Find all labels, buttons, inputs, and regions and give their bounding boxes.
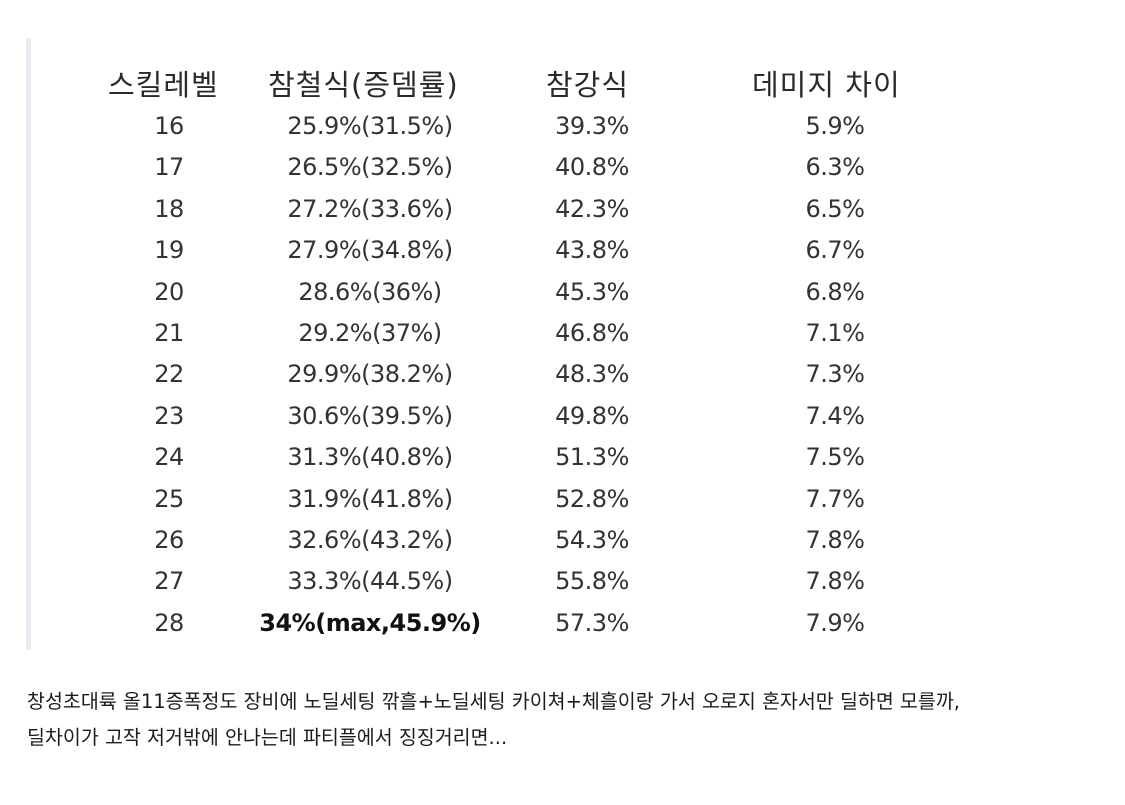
cell-damage-diff: 7.8% (805, 525, 865, 554)
cell-damage-diff: 6.5% (805, 194, 865, 223)
cell-damage-diff: 6.7% (805, 236, 865, 265)
cell-level: 18 (154, 194, 184, 223)
post-caption: 창성초대륙 올11증폭정도 장비에 노딜세팅 깎흘+노딜세팅 카이쳐+체흘이랑 … (27, 684, 1117, 756)
cell-chamgang: 43.8% (555, 236, 629, 265)
table-row: 21 29.2%(37%) 46.8% 7.1% (0, 313, 1000, 354)
cell-damage-diff: 7.8% (805, 567, 865, 596)
cell-level: 16 (154, 112, 184, 140)
table-row: 24 31.3%(40.8%) 51.3% 7.5% (0, 437, 1000, 478)
cell-level: 24 (154, 443, 184, 472)
cell-chamgang: 45.3% (555, 277, 629, 306)
cell-level: 21 (154, 318, 184, 347)
cell-damage-diff: 7.5% (805, 443, 865, 472)
header-chamgang: 참강식 (546, 68, 630, 102)
cell-damage-diff: 7.7% (805, 484, 865, 513)
caption-line-2: 딜차이가 고작 저거밖에 안나는데 파티플에서 징징거리면... (27, 726, 508, 749)
table-row: 22 29.9%(38.2%) 48.3% 7.3% (0, 354, 1000, 395)
table-row: 16 25.9%(31.5%) 39.3% 5.9% (0, 106, 1000, 147)
table-row: 26 32.6%(43.2%) 54.3% 7.8% (0, 520, 1000, 561)
cell-damage-diff: 6.3% (805, 153, 865, 182)
cell-chamgang: 55.8% (555, 567, 629, 596)
cell-chamgang: 48.3% (555, 360, 629, 389)
cell-level: 17 (154, 153, 184, 182)
cell-level: 26 (154, 525, 184, 554)
cell-level: 19 (154, 236, 184, 265)
cell-chamcheol: 29.9%(38.2%) (287, 360, 453, 389)
cell-chamgang: 54.3% (555, 525, 629, 554)
cell-chamgang: 39.3% (555, 112, 629, 140)
cell-chamcheol: 30.6%(39.5%) (287, 401, 453, 430)
table-body: 16 25.9%(31.5%) 39.3% 5.9% 17 26.5%(32.5… (0, 106, 1000, 644)
cell-chamcheol: 26.5%(32.5%) (287, 153, 453, 182)
cell-chamgang: 51.3% (555, 443, 629, 472)
cell-level: 28 (154, 608, 184, 637)
cell-damage-diff: 5.9% (805, 112, 865, 140)
table-row: 18 27.2%(33.6%) 42.3% 6.5% (0, 189, 1000, 230)
table-row: 27 33.3%(44.5%) 55.8% 7.8% (0, 561, 1000, 602)
cell-chamcheol: 27.2%(33.6%) (287, 194, 453, 223)
cell-damage-diff: 7.1% (805, 318, 865, 347)
header-skill-level: 스킬레벨 (108, 68, 219, 102)
cell-level: 25 (154, 484, 184, 513)
cell-chamcheol: 25.9%(31.5%) (287, 112, 453, 140)
caption-line-1: 창성초대륙 올11증폭정도 장비에 노딜세팅 깎흘+노딜세팅 카이쳐+체흘이랑 … (27, 690, 960, 713)
table-row: 28 34%(max,45.9%) 57.3% 7.9% (0, 603, 1000, 644)
cell-chamgang: 52.8% (555, 484, 629, 513)
table-row: 25 31.9%(41.8%) 52.8% 7.7% (0, 479, 1000, 520)
cell-chamcheol: 27.9%(34.8%) (287, 236, 453, 265)
cell-chamgang: 46.8% (555, 318, 629, 347)
cell-chamcheol: 33.3%(44.5%) (287, 567, 453, 596)
cell-chamcheol: 31.3%(40.8%) (287, 443, 453, 472)
header-damage-diff: 데미지 차이 (752, 68, 901, 102)
cell-damage-diff: 6.8% (805, 277, 865, 306)
cell-chamgang: 42.3% (555, 194, 629, 223)
table-row: 20 28.6%(36%) 45.3% 6.8% (0, 272, 1000, 313)
cell-chamgang: 57.3% (555, 608, 629, 637)
cell-damage-diff: 7.9% (805, 608, 865, 637)
cell-chamcheol: 32.6%(43.2%) (287, 525, 453, 554)
table-row: 23 30.6%(39.5%) 49.8% 7.4% (0, 396, 1000, 437)
data-table-image (26, 38, 951, 650)
cell-chamcheol: 31.9%(41.8%) (287, 484, 453, 513)
header-chamcheol: 참철식(증뎀률) (268, 68, 459, 102)
cell-chamcheol-max: 34%(max,45.9%) (259, 608, 481, 637)
table-row: 17 26.5%(32.5%) 40.8% 6.3% (0, 147, 1000, 188)
cell-chamgang: 49.8% (555, 401, 629, 430)
cell-level: 22 (154, 360, 184, 389)
cell-level: 27 (154, 567, 184, 596)
cell-level: 23 (154, 401, 184, 430)
cell-chamcheol: 29.2%(37%) (298, 318, 442, 347)
cell-damage-diff: 7.4% (805, 401, 865, 430)
cell-level: 20 (154, 277, 184, 306)
table-row: 19 27.9%(34.8%) 43.8% 6.7% (0, 230, 1000, 271)
cell-damage-diff: 7.3% (805, 360, 865, 389)
cell-chamcheol: 28.6%(36%) (298, 277, 442, 306)
cell-chamgang: 40.8% (555, 153, 629, 182)
